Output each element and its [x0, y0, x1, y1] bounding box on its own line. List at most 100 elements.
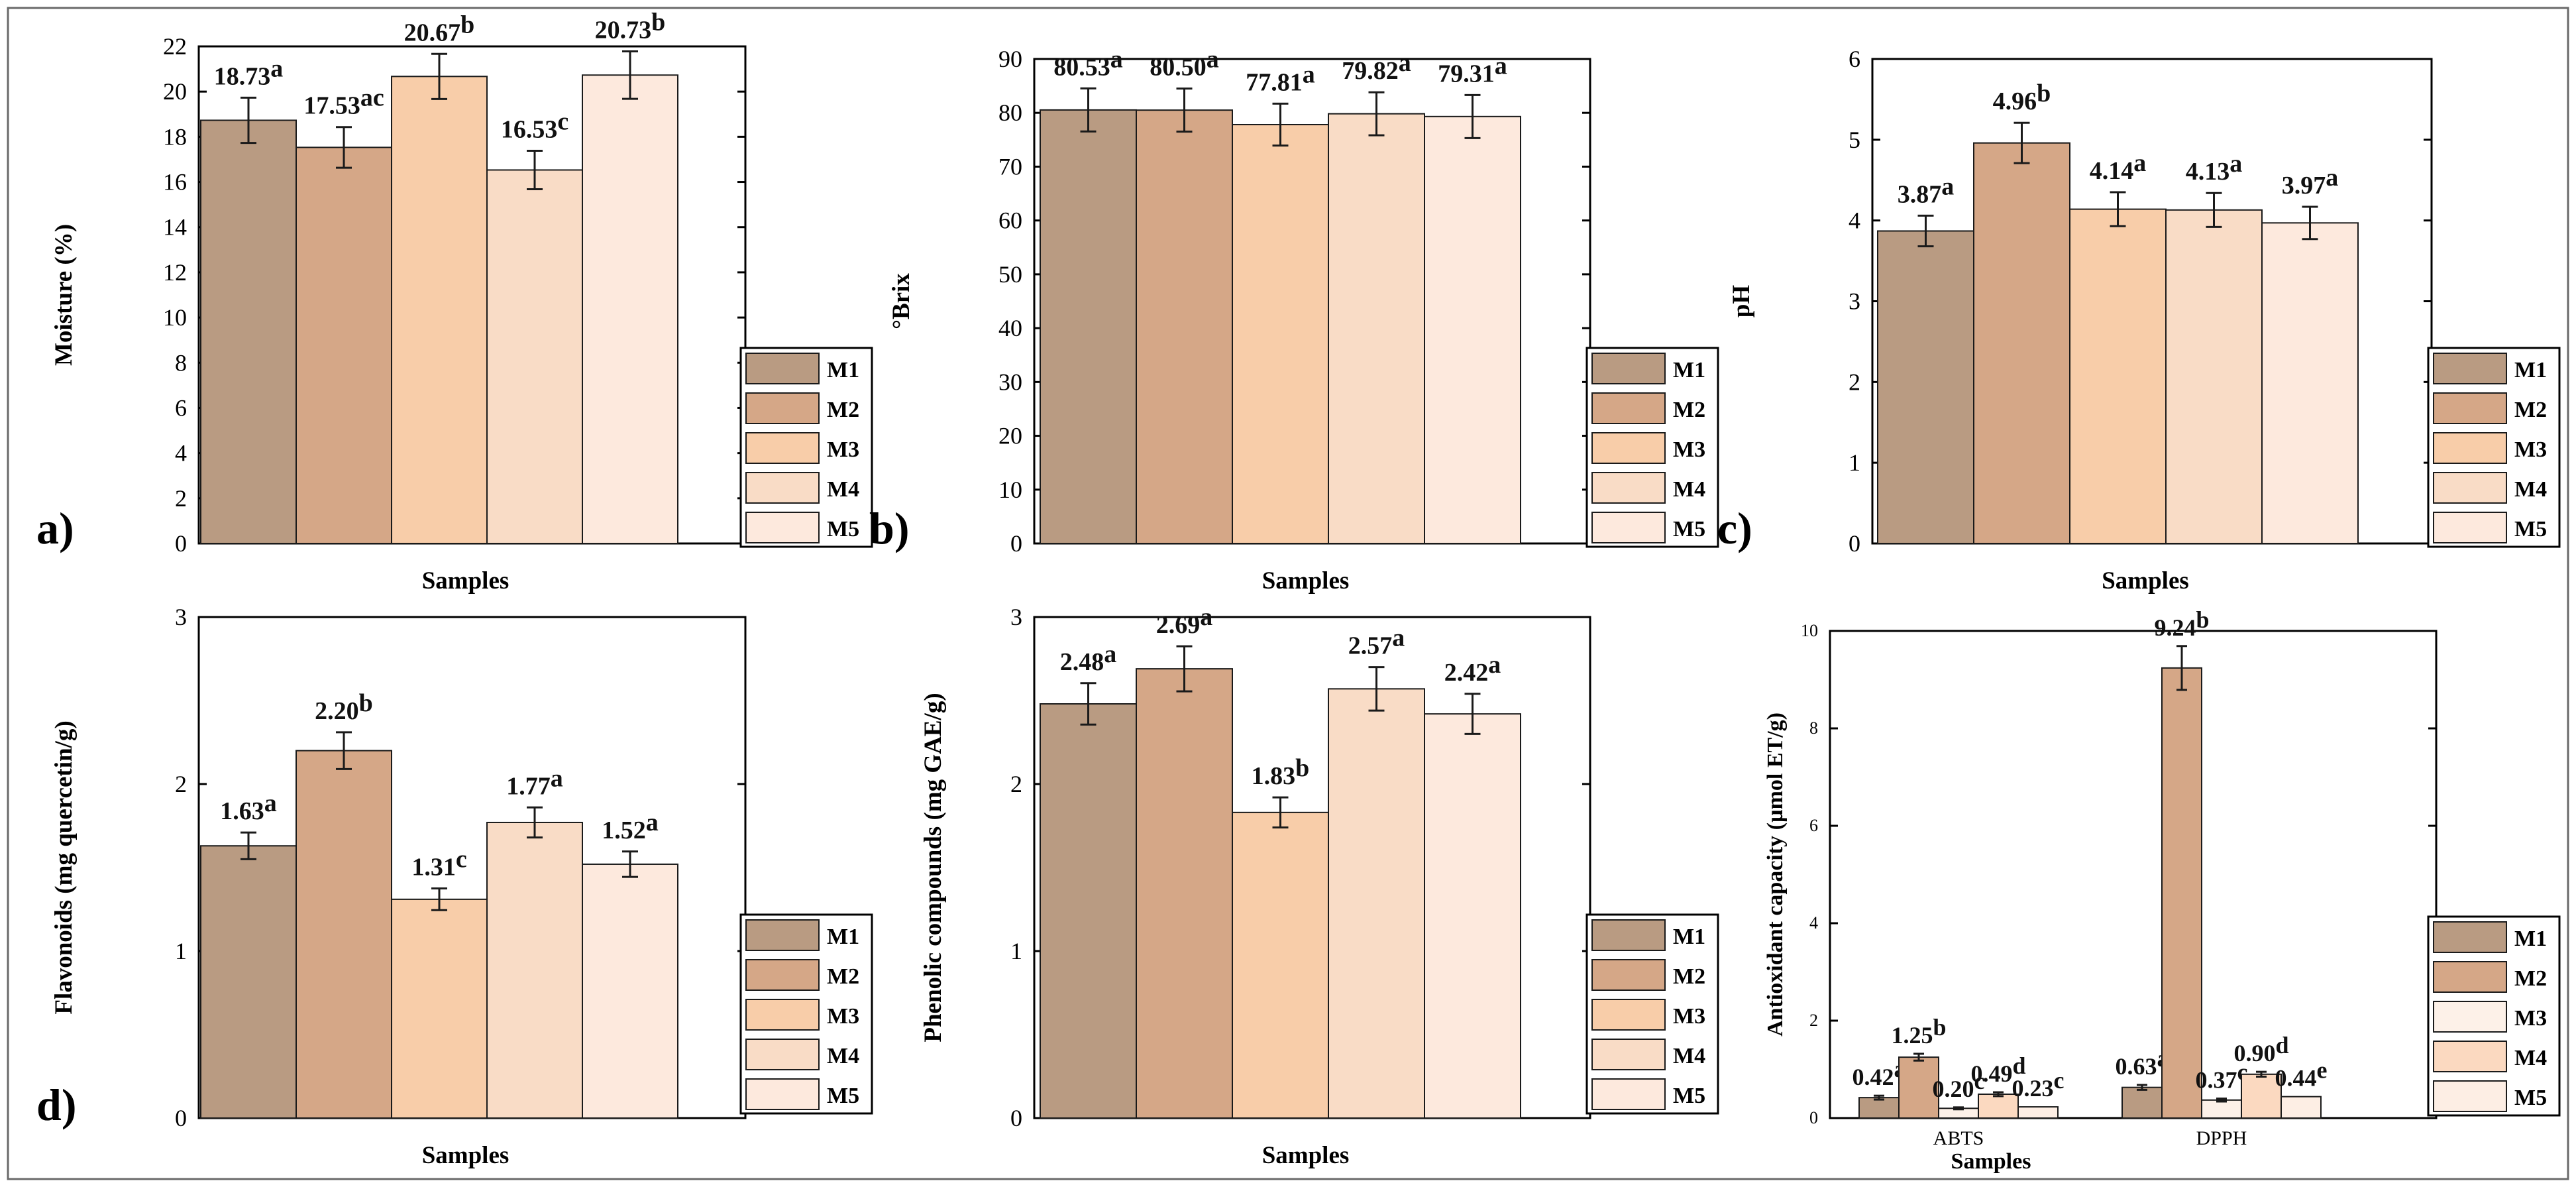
- legend-swatch-m4: [1591, 1039, 1666, 1070]
- legend-swatch-m2: [2433, 961, 2507, 993]
- legend-swatch-m4: [745, 472, 820, 504]
- bar-m1: [2121, 1086, 2163, 1119]
- y-tick-label: 3: [175, 604, 187, 630]
- legend-label: M2: [1673, 398, 1705, 422]
- legend-swatch-m3: [1591, 432, 1666, 464]
- y-tick-label: 40: [998, 315, 1022, 341]
- y-tick-label: 0: [1849, 530, 1860, 557]
- legend-label: M3: [2514, 1006, 2547, 1031]
- bar-m5: [1424, 115, 1521, 545]
- x-axis-label: Samples: [422, 1142, 510, 1169]
- y-tick-label: 6: [1849, 46, 1860, 72]
- legend-swatch-m3: [2433, 1001, 2507, 1033]
- legend-swatch-m3: [745, 432, 820, 464]
- legend: M1 M2 M3 M4 M5: [1585, 913, 1719, 1115]
- legend-label: M2: [827, 964, 859, 989]
- data-label: 9.24b: [2154, 606, 2209, 641]
- legend-label: M4: [827, 477, 859, 502]
- data-label: 79.31a: [1438, 52, 1507, 87]
- bar-m2: [1973, 142, 2070, 544]
- bar-m3: [2201, 1099, 2242, 1119]
- data-label: 0.23c: [2012, 1067, 2065, 1102]
- data-label: 1.63a: [220, 789, 277, 825]
- bar-m3: [391, 76, 488, 545]
- y-tick-label: 10: [163, 304, 187, 331]
- data-label: 17.53ac: [303, 84, 384, 120]
- x-axis-label: Samples: [1262, 1142, 1350, 1169]
- panel-label: d): [36, 1080, 76, 1130]
- x-axis-label: Samples: [1951, 1149, 2031, 1174]
- data-label: 2.48a: [1060, 640, 1117, 676]
- x-axis-label: Samples: [422, 567, 510, 594]
- y-tick-label: 50: [998, 261, 1022, 288]
- legend-swatch-m2: [1591, 959, 1666, 991]
- y-tick-label: 2: [1809, 1011, 1818, 1030]
- data-label: 4.96b: [1993, 80, 2051, 115]
- chart-panel-3: 0 1 2 3 4 5 6 pH Samples c) 3.87a 4.96b 4.14a 4.13a 3.…: [1717, 46, 2561, 594]
- bar-m1: [200, 119, 297, 544]
- legend-swatch-m4: [2433, 1041, 2507, 1072]
- data-label: 0.90d: [2233, 1032, 2288, 1066]
- data-label: 2.69a: [1156, 603, 1213, 639]
- x-category-label: ABTS: [1933, 1127, 1984, 1149]
- y-tick-label: 90: [998, 46, 1022, 72]
- data-label: 3.97a: [2282, 164, 2339, 199]
- legend-label: M5: [1673, 517, 1705, 541]
- legend-swatch-m4: [2433, 472, 2507, 504]
- chart-panel-6: 0 2 4 6 8 10 Antioxidant capacity (µmol ET/g) S…: [1763, 606, 2561, 1174]
- data-label: 0.37c: [2196, 1059, 2248, 1094]
- legend-label: M3: [827, 437, 859, 462]
- bar-m2: [1136, 109, 1233, 544]
- y-tick-label: 70: [998, 153, 1022, 180]
- y-tick-label: 0: [1010, 1105, 1022, 1131]
- bar-m1: [1040, 109, 1137, 545]
- y-axis-label: °Brix: [888, 273, 915, 329]
- y-tick-label: 1: [1849, 449, 1860, 476]
- bar-m5: [2261, 222, 2359, 544]
- legend-swatch-m5: [1591, 512, 1666, 543]
- data-label: 1.83b: [1252, 754, 1310, 790]
- legend: M1 M2 M3 M4 M5: [2427, 347, 2561, 548]
- bar-m5: [1424, 713, 1521, 1119]
- data-label: 0.20c: [1933, 1068, 1985, 1102]
- y-tick-label: 5: [1849, 127, 1860, 153]
- data-label: 77.81a: [1246, 60, 1315, 96]
- data-label: 16.53c: [501, 108, 568, 144]
- data-label: 1.25b: [1891, 1014, 1946, 1048]
- legend-label: M4: [2514, 1046, 2547, 1070]
- y-axis-label: Moisture (%): [50, 224, 78, 366]
- legend-swatch-m1: [1591, 353, 1666, 384]
- legend-swatch-m5: [745, 1078, 820, 1110]
- legend-swatch-m5: [2433, 512, 2507, 543]
- y-tick-label: 80: [998, 99, 1022, 126]
- y-tick-label: 3: [1010, 604, 1022, 630]
- legend-label: M4: [1673, 1044, 1705, 1068]
- bar-m4: [486, 169, 583, 544]
- bar-m2: [295, 146, 392, 545]
- bar-m4: [1328, 113, 1425, 545]
- bar-m2: [1136, 668, 1233, 1119]
- y-axis-label: Phenolic compounds (mg GAE/g): [920, 693, 947, 1042]
- bar-m5: [2281, 1096, 2322, 1119]
- data-label: 20.73b: [595, 9, 666, 44]
- data-label: 1.77a: [506, 764, 563, 800]
- x-axis-label: Samples: [2102, 567, 2189, 594]
- y-tick-label: 4: [1809, 913, 1818, 933]
- y-tick-label: 16: [163, 169, 187, 196]
- y-tick-label: 8: [1809, 718, 1818, 738]
- bar-m2: [1898, 1056, 1939, 1119]
- legend-label: M1: [1673, 925, 1705, 949]
- y-axis-label: Flavonoids (mg quercetin/g): [50, 720, 78, 1014]
- bar-m2: [2161, 667, 2202, 1119]
- bar-m4: [2165, 209, 2263, 544]
- data-label: 1.52a: [602, 809, 659, 844]
- legend-label: M1: [2514, 358, 2547, 382]
- data-label: 20.67b: [404, 11, 475, 46]
- y-tick-label: 2: [1010, 771, 1022, 797]
- legend-swatch-m5: [2433, 1080, 2507, 1112]
- legend-swatch-m1: [1591, 919, 1666, 951]
- bar-m5: [2017, 1106, 2059, 1119]
- legend-swatch-m1: [745, 353, 820, 384]
- bar-m1: [200, 845, 297, 1119]
